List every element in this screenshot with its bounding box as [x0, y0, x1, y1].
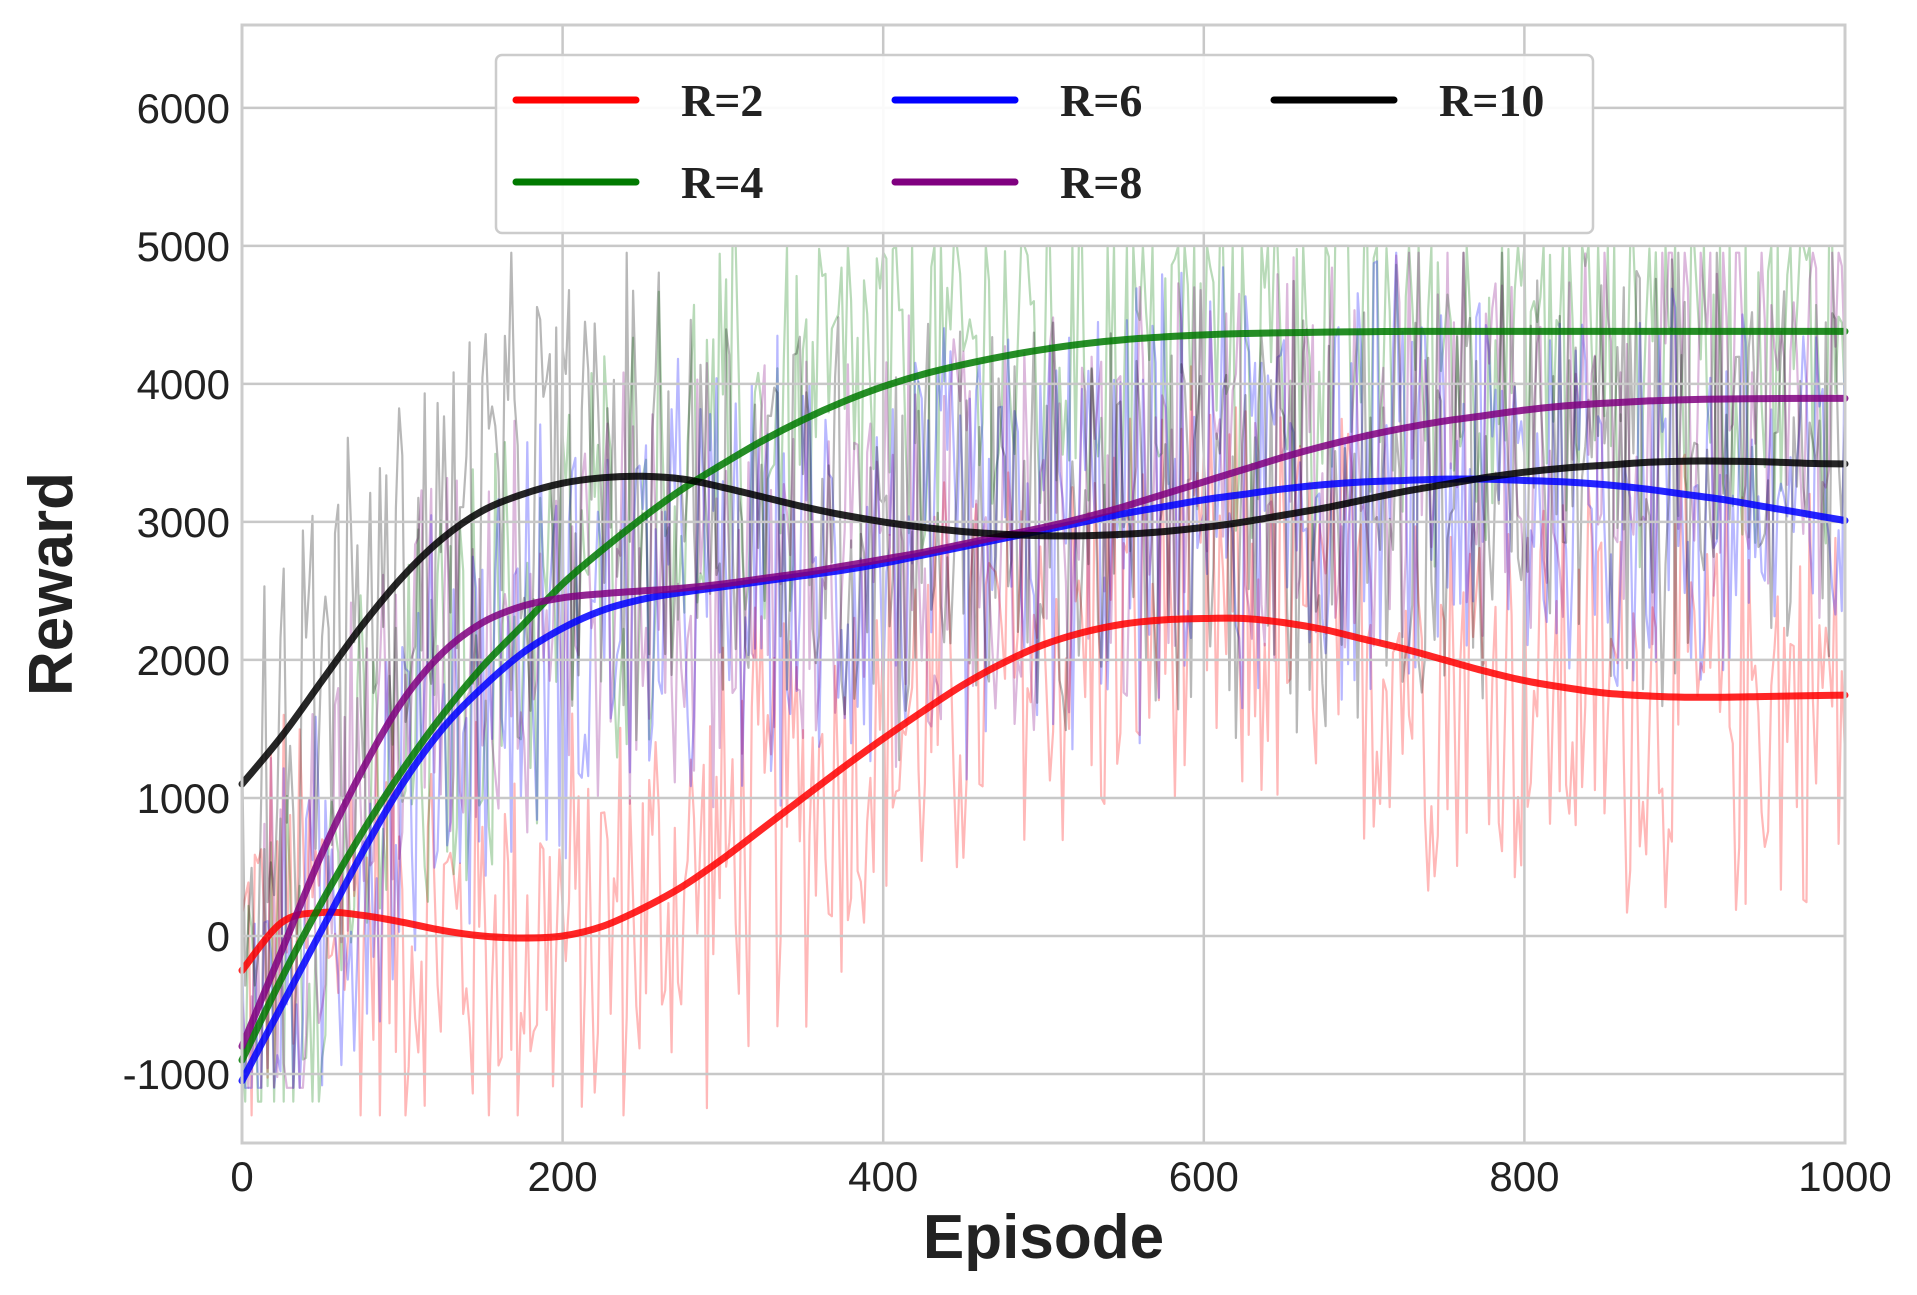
x-tick-label: 1000: [1798, 1153, 1891, 1200]
y-tick-label: 2000: [137, 637, 230, 684]
smoothed-lines-layer: [238, 327, 1849, 1085]
y-tick-label: 0: [207, 913, 230, 960]
raw-trace-r-4: [240, 244, 1847, 1103]
y-axis-title: Reward: [17, 472, 86, 696]
y-tick-label: 5000: [137, 223, 230, 270]
legend-label-r-6: R=6: [1060, 75, 1142, 126]
smoothed-line-r-4: [238, 327, 1849, 1064]
x-tick-label: 800: [1489, 1153, 1559, 1200]
legend-label-r-10: R=10: [1439, 75, 1544, 126]
raw-trace-r-8: [240, 251, 1847, 1089]
legend-label-r-8: R=8: [1060, 157, 1142, 208]
y-tick-label: 6000: [137, 85, 230, 132]
y-tick-label: -1000: [123, 1051, 230, 1098]
x-tick-label: 400: [848, 1153, 918, 1200]
smoothed-line-r-10: [238, 457, 1849, 788]
legend-box: [494, 53, 1595, 235]
x-axis-title: Episode: [923, 1203, 1164, 1272]
raw-trace-r-10: [240, 251, 1847, 987]
raw-noise-layer: [240, 244, 1847, 1117]
y-tick-label: 1000: [137, 775, 230, 822]
smoothed-line-r-8: [238, 394, 1849, 1050]
smoothed-line-r-2: [238, 614, 1849, 974]
raw-trace-r-6: [240, 251, 1847, 1089]
raw-trace-r-2: [240, 365, 1847, 1117]
legend: R=2 R=4 R=6 R=8 R=10: [494, 53, 1595, 235]
x-tick-label: 0: [230, 1153, 253, 1200]
x-tick-label: 600: [1169, 1153, 1239, 1200]
plot-frame: [240, 23, 1847, 1145]
legend-label-r-2: R=2: [681, 75, 763, 126]
tick-labels-layer: 0 200 400 600 800 1000 -1000 0 1000 2000 3000 4000 5…: [123, 85, 1892, 1200]
legend-label-r-4: R=4: [681, 157, 763, 208]
y-tick-label: 3000: [137, 499, 230, 546]
y-tick-label: 4000: [137, 361, 230, 408]
x-tick-label: 200: [528, 1153, 598, 1200]
